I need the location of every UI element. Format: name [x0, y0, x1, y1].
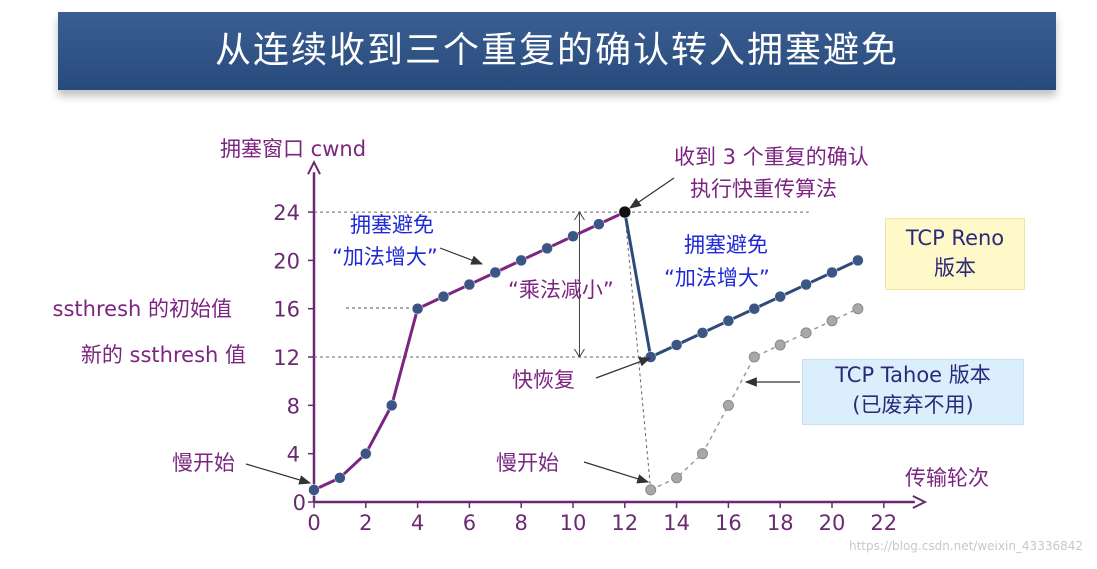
y-tick-label: 12: [273, 346, 300, 370]
ssthresh-initial-label: ssthresh 的初始值: [53, 297, 232, 321]
y-tick-label: 8: [287, 394, 300, 418]
x-tick-label: 20: [819, 511, 846, 535]
fast-recovery-label: 快恢复: [512, 368, 575, 392]
slide-title: 从连续收到三个重复的确认转入拥塞避免: [214, 30, 899, 71]
y-tick-label: 24: [273, 201, 300, 225]
title-banner: 从连续收到三个重复的确认转入拥塞避免: [58, 12, 1056, 90]
y-tick-label: 20: [273, 249, 300, 273]
reno-point: [852, 254, 864, 267]
x-axis-title: 传输轮次: [905, 466, 989, 490]
reno-legend-box: TCP Reno 版本: [885, 218, 1025, 290]
arrow-slow-start-1: [245, 463, 312, 485]
tahoe-point: [852, 303, 864, 315]
halving-bracket-top-arrow: [574, 211, 585, 221]
reno-label: TCP Reno: [905, 226, 1005, 250]
y-tick-label: 0: [293, 491, 306, 515]
reno-point: [670, 339, 683, 351]
arrow-dup-ack: [629, 177, 675, 209]
x-tick-label: 4: [411, 511, 424, 535]
x-tick-label: 6: [463, 511, 476, 535]
reno-point: [800, 278, 812, 291]
slow-start-label-2: 慢开始: [496, 451, 559, 475]
series-point: [593, 218, 605, 230]
reno-point: [774, 290, 786, 303]
tahoe-label: TCP Tahoe 版本: [835, 363, 991, 387]
avoidance-label-2b: “加法增大”: [664, 266, 770, 290]
series-point: [515, 254, 527, 267]
series-point: [541, 242, 553, 255]
multiplicative-decrease-label: “乘法减小”: [508, 278, 614, 302]
series-point: [618, 205, 632, 219]
y-axis-arrow: [307, 159, 321, 175]
arrow-slow-start-2: [583, 461, 650, 484]
series-point: [385, 399, 398, 412]
x-tick-label: 14: [663, 511, 690, 535]
tahoe-point: [671, 472, 683, 484]
y-tick-label: 16: [273, 298, 300, 322]
slow-start-label-1: 慢开始: [172, 451, 235, 475]
x-tick-label: 12: [611, 511, 638, 535]
series-point: [489, 266, 502, 279]
series-point: [360, 447, 372, 460]
avoidance-label-1a: 拥塞避免: [350, 213, 434, 237]
series-point: [411, 302, 424, 315]
dup-ack-label-2: 执行快重传算法: [690, 177, 837, 201]
series-point: [308, 484, 320, 496]
series-point: [334, 472, 346, 484]
x-tick-label: 22: [870, 511, 897, 535]
dup-ack-label-1: 收到 3 个重复的确认: [674, 145, 869, 169]
avoidance-label-1b: “加法增大”: [332, 245, 438, 269]
y-tick-label: 4: [287, 443, 300, 467]
reno-series-line: [623, 211, 859, 360]
ssthresh-new-label: 新的 ssthresh 值: [81, 343, 246, 367]
series-point: [567, 230, 579, 242]
tahoe-legend-box: TCP Tahoe 版本 (已废弃不用): [802, 359, 1024, 425]
halving-bracket-bottom-arrow: [574, 348, 585, 358]
x-tick-label: 8: [515, 511, 528, 535]
reno-point: [722, 315, 735, 327]
series-point: [463, 278, 476, 291]
x-tick-label: 16: [715, 511, 742, 535]
tahoe-deprecated-label: (已废弃不用): [852, 393, 974, 417]
watermark: https://blog.csdn.net/weixin_43336842: [848, 539, 1083, 553]
tahoe-point: [748, 351, 760, 363]
x-tick-label: 18: [767, 511, 794, 535]
arrow-avoidance-1: [439, 247, 484, 265]
guide-line-drop: [624, 212, 652, 490]
series-point: [437, 290, 450, 303]
tahoe-series-line: [650, 308, 859, 491]
tahoe-point: [697, 448, 708, 460]
tahoe-point: [826, 315, 838, 327]
reno-point: [748, 302, 761, 315]
tahoe-point: [645, 484, 657, 496]
avoidance-label-2a: 拥塞避免: [684, 233, 768, 257]
x-tick-label: 0: [307, 511, 320, 535]
tahoe-point: [800, 327, 812, 339]
reno-point: [696, 327, 709, 339]
tahoe-point: [722, 399, 734, 411]
x-tick-label: 2: [359, 511, 372, 535]
reno-point: [644, 351, 657, 363]
x-tick-label: 10: [560, 511, 587, 535]
reno-version-label: 版本: [934, 256, 976, 280]
arrow-fast-recovery: [595, 357, 652, 379]
tahoe-point: [774, 339, 786, 351]
reno-point: [826, 266, 838, 279]
y-axis-title: 拥塞窗口 cwnd: [220, 137, 366, 161]
x-axis-arrow: [912, 495, 928, 509]
